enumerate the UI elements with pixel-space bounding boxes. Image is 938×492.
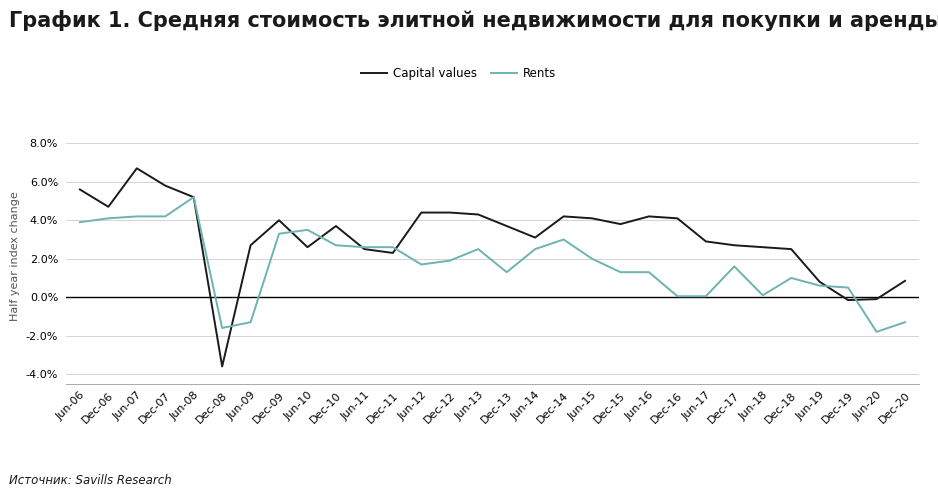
Capital values [159, 183, 171, 188]
Text: График 1. Средняя стоимость элитной недвижимости для покупки и аренды: График 1. Средняя стоимость элитной недв… [9, 10, 938, 31]
Rents [729, 264, 740, 270]
Capital values [302, 244, 313, 250]
Rents [757, 292, 768, 298]
Rents [786, 275, 797, 281]
Capital values [274, 217, 285, 223]
Rents [274, 231, 285, 237]
Rents [445, 258, 456, 264]
Capital values [359, 246, 371, 252]
Rents [842, 285, 854, 291]
Rents [416, 262, 427, 268]
Capital values [729, 242, 740, 248]
Rents [217, 325, 228, 331]
Rents [870, 329, 882, 335]
Rents [159, 214, 171, 219]
Capital values [700, 239, 711, 245]
Capital values [445, 210, 456, 215]
Capital values [615, 221, 627, 227]
Legend: Capital values, Rents: Capital values, Rents [356, 62, 561, 85]
Capital values [786, 246, 797, 252]
Capital values [473, 212, 484, 217]
Rents [131, 214, 143, 219]
Rents [359, 244, 371, 250]
Capital values [501, 223, 512, 229]
Capital values [188, 194, 199, 200]
Capital values [245, 242, 256, 248]
Capital values [900, 278, 911, 284]
Y-axis label: Half year index change: Half year index change [10, 191, 20, 321]
Rents [473, 246, 484, 252]
Capital values [586, 215, 598, 221]
Capital values [74, 186, 85, 192]
Rents [643, 269, 655, 275]
Capital values [217, 364, 228, 369]
Capital values [757, 244, 768, 250]
Capital values [643, 214, 655, 219]
Text: Источник: Savills Research: Источник: Savills Research [9, 474, 173, 487]
Capital values [387, 250, 399, 256]
Capital values [842, 297, 854, 303]
Rents [102, 215, 114, 221]
Rents [501, 269, 512, 275]
Rents [302, 227, 313, 233]
Capital values [672, 215, 683, 221]
Rents [672, 293, 683, 299]
Capital values [416, 210, 427, 215]
Capital values [131, 165, 143, 171]
Rents [615, 269, 627, 275]
Line: Rents: Rents [80, 197, 905, 332]
Rents [529, 246, 540, 252]
Rents [330, 242, 341, 248]
Rents [188, 194, 199, 200]
Rents [245, 319, 256, 325]
Capital values [558, 214, 569, 219]
Rents [74, 219, 85, 225]
Capital values [814, 279, 825, 285]
Rents [700, 293, 711, 299]
Capital values [330, 223, 341, 229]
Rents [387, 244, 399, 250]
Rents [900, 319, 911, 325]
Capital values [870, 296, 882, 302]
Rents [558, 237, 569, 243]
Capital values [529, 235, 540, 241]
Line: Capital values: Capital values [80, 168, 905, 367]
Capital values [102, 204, 114, 210]
Rents [586, 256, 598, 262]
Rents [814, 283, 825, 289]
